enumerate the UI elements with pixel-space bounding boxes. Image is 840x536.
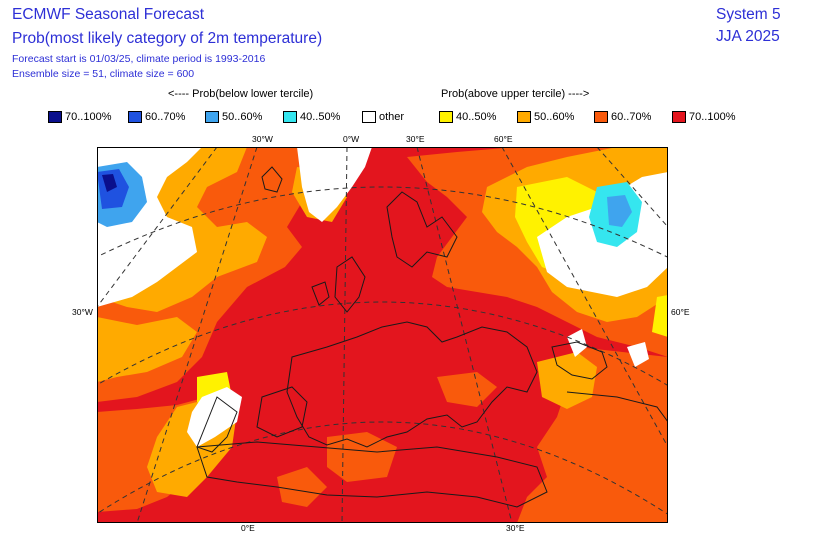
legend-label: 50..60%	[222, 111, 263, 123]
forecast-title: ECMWF Seasonal Forecast	[12, 6, 205, 23]
lon-label-top-60e: 60°E	[494, 134, 513, 144]
graticule	[97, 147, 668, 523]
legend-label: 70..100%	[689, 111, 736, 123]
legend-label: 50..60%	[534, 111, 575, 123]
forecast-subtitle: Prob(most likely category of 2m temperat…	[12, 30, 323, 47]
legend-below-heading: <---- Prob(below lower tercile)	[168, 88, 314, 100]
coastlines	[196, 166, 668, 508]
legend-item-above-70-100: 70..100%	[672, 111, 735, 123]
legend-label: 60..70%	[145, 111, 186, 123]
legend-label: 40..50%	[456, 111, 497, 123]
legend-above-heading: Prob(above upper tercile) ---->	[441, 88, 590, 100]
legend-swatch	[128, 111, 142, 123]
lon-label-top-30w: 30°W	[252, 134, 273, 144]
lon-label-right-60e: 60°E	[671, 307, 690, 317]
forecast-map-svg	[97, 147, 668, 523]
legend-swatch	[439, 111, 453, 123]
legend-item-below-60-70: 60..70%	[128, 111, 185, 123]
lon-label-top-0w: 0°W	[343, 134, 360, 144]
lon-label-top-30e: 30°E	[406, 134, 425, 144]
legend-label: 40..50%	[300, 111, 341, 123]
legend-label: 70..100%	[65, 111, 112, 123]
legend-item-above-40-50: 40..50%	[439, 111, 496, 123]
legend-swatch	[517, 111, 531, 123]
legend-item-other: other	[362, 111, 404, 123]
lon-label-bottom-0e: 0°E	[241, 523, 255, 533]
forecast-map	[97, 147, 668, 523]
legend-item-below-40-50: 40..50%	[283, 111, 340, 123]
system-label: System 5	[716, 6, 781, 23]
legend-swatch	[205, 111, 219, 123]
lon-label-bottom-30e: 30°E	[506, 523, 525, 533]
forecast-start-info: Forecast start is 01/03/25, climate peri…	[12, 53, 266, 65]
lon-label-left-30w: 30°W	[72, 307, 93, 317]
ensemble-size-info: Ensemble size = 51, climate size = 600	[12, 68, 195, 80]
legend-item-below-70-100: 70..100%	[48, 111, 111, 123]
legend-swatch	[362, 111, 376, 123]
legend-label: other	[379, 111, 405, 123]
probability-below-regions	[97, 162, 642, 247]
season-label: JJA 2025	[716, 28, 780, 45]
legend-swatch	[283, 111, 297, 123]
legend-item-above-60-70: 60..70%	[594, 111, 651, 123]
legend-swatch	[672, 111, 686, 123]
map-frame	[97, 147, 668, 523]
legend-swatch	[594, 111, 608, 123]
legend-label: 60..70%	[611, 111, 652, 123]
legend-item-above-50-60: 50..60%	[517, 111, 574, 123]
legend-item-below-50-60: 50..60%	[205, 111, 262, 123]
legend-swatch	[48, 111, 62, 123]
